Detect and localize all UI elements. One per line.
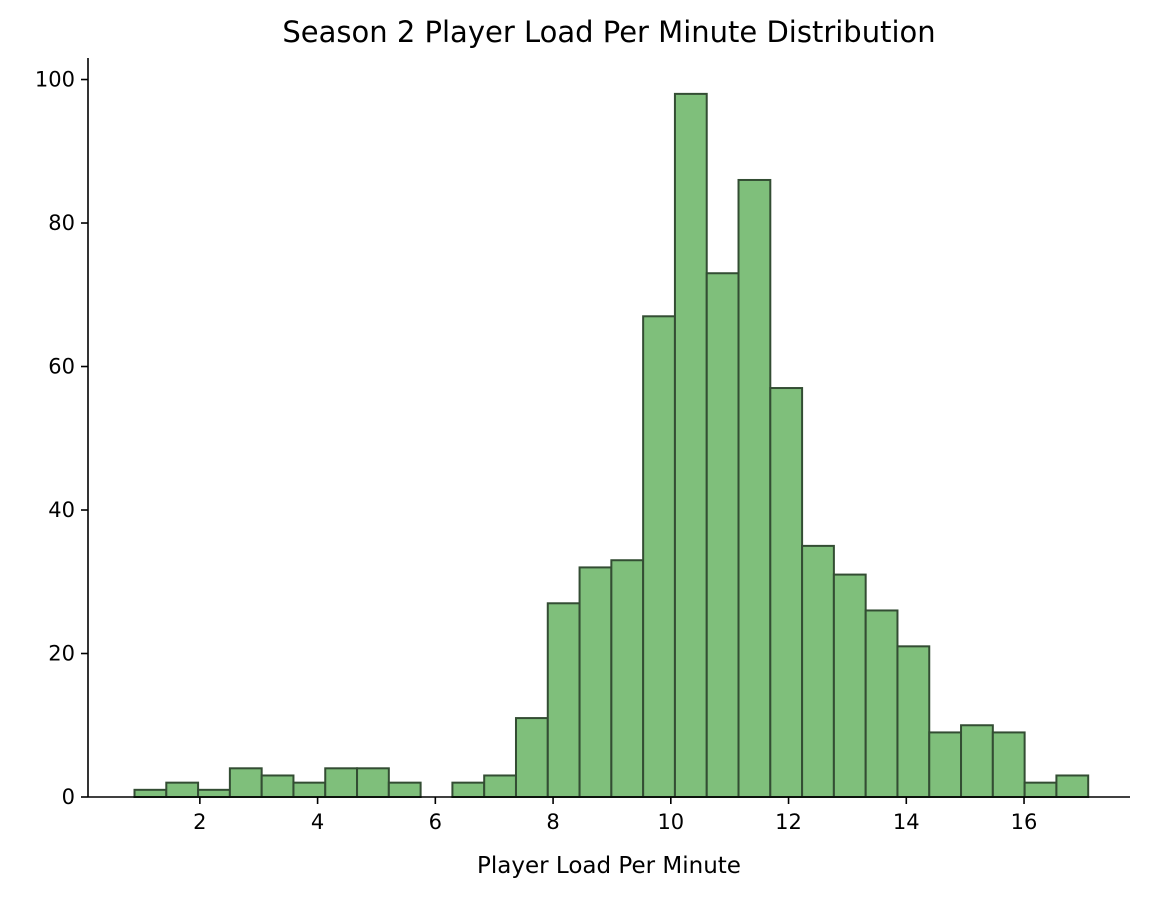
histogram-bar: [1055, 774, 1090, 798]
histogram-bar: [642, 315, 676, 798]
histogram-bar: [832, 573, 867, 798]
y-tick-label: 100: [35, 68, 75, 92]
y-tick-label: 40: [48, 498, 75, 522]
histogram-bar: [356, 767, 390, 798]
histogram-bar: [737, 178, 772, 798]
y-tick-label: 20: [48, 642, 75, 666]
histogram-bar: [387, 781, 422, 799]
x-tick-label: 16: [1011, 810, 1038, 834]
histogram-bar: [197, 788, 231, 799]
histogram-bar: [864, 609, 899, 798]
histogram-bar: [896, 645, 931, 798]
histogram-bar: [991, 731, 1026, 798]
histogram-bar: [801, 544, 835, 798]
histogram-bar: [324, 767, 359, 798]
histogram-bar: [260, 774, 295, 798]
histogram-bar: [960, 724, 994, 799]
y-tick-label: 0: [62, 785, 75, 809]
histogram-bar: [165, 781, 200, 799]
x-axis-ticks: 2 4 6 8 10 12 14 16: [193, 797, 1037, 834]
histogram-bar: [292, 781, 327, 799]
histogram-bar: [1023, 781, 1058, 799]
x-tick-label: 10: [657, 810, 684, 834]
histogram-bar: [705, 272, 740, 798]
x-tick-label: 12: [775, 810, 802, 834]
x-tick-label: 8: [546, 810, 559, 834]
x-tick-label: 4: [311, 810, 324, 834]
histogram-bar: [483, 774, 517, 798]
y-tick-label: 60: [48, 355, 75, 379]
histogram-bar: [546, 602, 581, 798]
histogram-bar: [514, 717, 549, 799]
histogram-bar: [673, 92, 708, 799]
x-tick-label: 6: [429, 810, 442, 834]
x-axis-label: Player Load Per Minute: [477, 853, 741, 879]
histogram-bar: [133, 788, 168, 799]
chart-title: Season 2 Player Load Per Minute Distribu…: [282, 15, 935, 49]
bars-group: [133, 92, 1090, 799]
x-tick-label: 14: [893, 810, 920, 834]
y-tick-label: 80: [48, 211, 75, 235]
x-tick-label: 2: [193, 810, 206, 834]
histogram-bar: [928, 731, 963, 798]
histogram-bar: [610, 559, 645, 799]
histogram-bar: [228, 767, 263, 798]
histogram-bar: [578, 566, 613, 799]
y-axis-ticks: 0 20 40 60 80 100: [35, 68, 88, 809]
histogram-bar: [769, 387, 804, 798]
histogram-bar: [451, 781, 486, 799]
